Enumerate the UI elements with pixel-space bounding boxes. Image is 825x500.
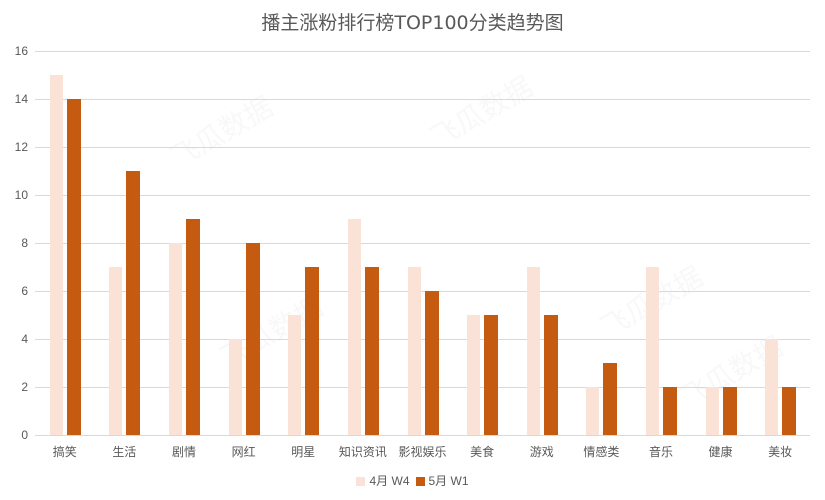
bar-5m-w1 <box>126 171 141 435</box>
x-tick-label: 知识资讯 <box>338 445 387 459</box>
x-tick-label: 剧情 <box>172 445 197 459</box>
y-tick-label: 10 <box>14 188 28 202</box>
y-tick-label: 16 <box>14 44 28 58</box>
chart-title: 播主涨粉排行榜TOP100分类趋势图 <box>261 12 564 34</box>
watermark: 飞瓜数据 <box>425 70 539 155</box>
y-tick-label: 8 <box>21 236 28 250</box>
bar-4m-w4 <box>467 315 481 435</box>
x-tick-label: 搞笑 <box>52 445 77 459</box>
legend-swatch <box>356 477 366 486</box>
bar-4m-w4 <box>407 267 421 435</box>
gridline <box>35 387 810 388</box>
bar-4m-w4 <box>765 339 779 435</box>
gridline <box>35 291 810 292</box>
gridline <box>35 147 810 148</box>
legend-label: 4月 W4 <box>369 474 410 488</box>
gridline <box>35 99 810 100</box>
bar-4m-w4 <box>645 267 659 435</box>
x-tick-label: 影视娱乐 <box>398 445 447 459</box>
x-tick-label: 情感类 <box>583 445 620 459</box>
y-tick-label: 4 <box>21 332 28 346</box>
bar-5m-w1 <box>662 387 677 435</box>
y-tick-label: 6 <box>21 284 28 298</box>
x-tick-label: 音乐 <box>648 445 673 459</box>
bar-5m-w1 <box>305 267 320 435</box>
gridline <box>35 339 810 340</box>
bar-5m-w1 <box>484 315 499 435</box>
bar-4m-w4 <box>169 243 183 435</box>
bar-5m-w1 <box>543 315 558 435</box>
legend: 4月 W4 5月 W1 <box>0 472 825 489</box>
y-tick-label: 2 <box>21 380 28 394</box>
y-tick-label: 0 <box>21 428 28 442</box>
bar-4m-w4 <box>347 219 361 435</box>
plot-area: 飞瓜数据飞瓜数据飞瓜数据飞瓜数据飞瓜数据0246810121416搞笑生活剧情网… <box>15 44 810 459</box>
y-tick-label: 12 <box>14 140 28 154</box>
bar-5m-w1 <box>603 363 618 435</box>
bar-4m-w4 <box>288 315 302 435</box>
bar-5m-w1 <box>782 387 797 435</box>
legend-item: 5月 W1 <box>415 474 469 488</box>
gridline <box>35 243 810 244</box>
x-tick-label: 美食 <box>470 445 495 459</box>
x-tick-label: 网红 <box>231 445 256 459</box>
bar-4m-w4 <box>49 75 63 435</box>
gridline <box>35 51 810 52</box>
x-tick-label: 游戏 <box>529 445 554 459</box>
legend-label: 5月 W1 <box>428 474 469 488</box>
bar-5m-w1 <box>364 267 379 435</box>
bar-5m-w1 <box>66 99 81 435</box>
bar-5m-w1 <box>722 387 737 435</box>
legend-item: 4月 W4 <box>356 474 410 488</box>
bar-4m-w4 <box>705 387 719 435</box>
legend-swatch <box>415 477 425 486</box>
y-tick-label: 14 <box>14 92 28 106</box>
bar-4m-w4 <box>586 387 600 435</box>
bar-4m-w4 <box>109 267 123 435</box>
bar-5m-w1 <box>186 219 201 435</box>
gridline <box>35 435 810 436</box>
bar-4m-w4 <box>526 267 540 435</box>
gridline <box>35 195 810 196</box>
bar-5m-w1 <box>424 291 439 435</box>
x-tick-label: 生活 <box>112 445 137 459</box>
x-tick-label: 健康 <box>708 445 733 459</box>
bar-5m-w1 <box>245 243 260 435</box>
x-tick-label: 美妆 <box>768 445 793 459</box>
x-tick-label: 明星 <box>291 445 316 459</box>
bar-4m-w4 <box>228 339 242 435</box>
